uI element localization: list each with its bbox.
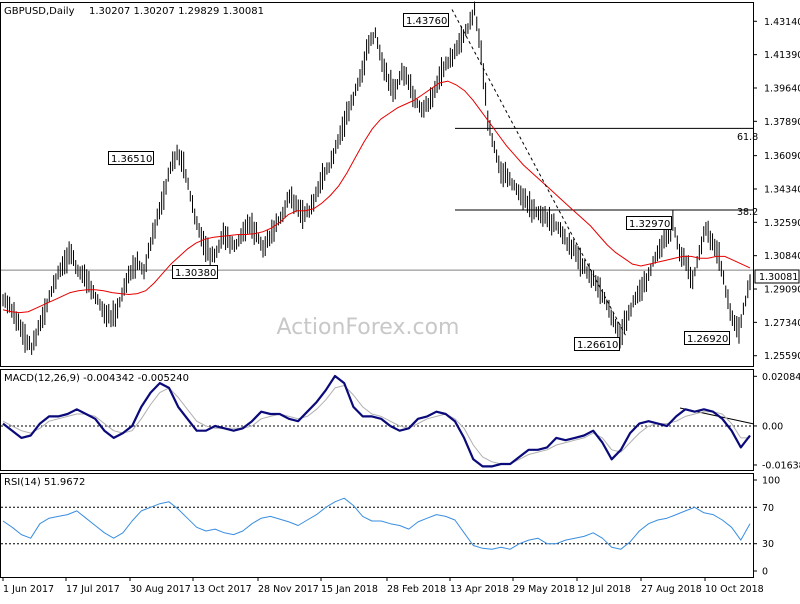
trend-lines bbox=[451, 9, 755, 425]
x-tick-label: 10 Oct 2018 bbox=[705, 584, 764, 595]
x-tick-label: 30 Aug 2017 bbox=[130, 584, 191, 595]
rsi-title: RSI(14) 51.9672 bbox=[4, 477, 85, 488]
annotation-high-1: 1.43760 bbox=[403, 13, 449, 27]
x-tick-label: 13 Oct 2017 bbox=[193, 584, 252, 595]
price-tick-label: 1.27340 bbox=[764, 318, 800, 329]
macd-panel-frame bbox=[0, 369, 754, 471]
price-tick-label: 1.43140 bbox=[764, 17, 800, 28]
fib-382-label: 38.2 bbox=[737, 207, 758, 218]
ma-line bbox=[2, 80, 751, 314]
trend-line-down bbox=[451, 9, 627, 337]
price-tick-label: 1.39640 bbox=[764, 83, 800, 94]
price-tick-label: 1.37890 bbox=[764, 117, 800, 128]
price-tick-label: 1.30840 bbox=[764, 251, 800, 262]
current-price-tag: 1.30081 bbox=[754, 269, 800, 284]
x-tick-label: 28 Feb 2018 bbox=[387, 584, 446, 595]
price-tick-label: 1.41390 bbox=[764, 50, 800, 61]
svg-text:1.36510: 1.36510 bbox=[111, 154, 152, 165]
x-tick-label: 1 Jun 2017 bbox=[3, 584, 54, 595]
rsi-tick-label: 0 bbox=[762, 567, 768, 578]
macd-tick-label: -0.016389 bbox=[762, 460, 800, 471]
price-tick-label: 1.29090 bbox=[764, 285, 800, 296]
price-y-ticks: 1.43140 1.41390 1.39640 1.37890 1.36090 1.343… bbox=[753, 17, 800, 362]
svg-text:1.32970: 1.32970 bbox=[629, 219, 670, 230]
macd-tick-label: 0.00 bbox=[762, 421, 783, 432]
annotation-low-3: 1.26920 bbox=[684, 331, 730, 345]
rsi-line bbox=[2, 497, 751, 550]
x-tick-label: 12 Jul 2018 bbox=[577, 584, 631, 595]
rsi-tick-label: 100 bbox=[762, 476, 780, 487]
svg-text:1.26610: 1.26610 bbox=[577, 340, 618, 351]
rsi-tick-label: 70 bbox=[762, 503, 774, 514]
svg-text:1.30081: 1.30081 bbox=[759, 272, 798, 283]
x-tick-label: 27 Aug 2018 bbox=[641, 584, 702, 595]
price-tick-label: 1.32590 bbox=[764, 218, 800, 229]
x-tick-label: 29 May 2018 bbox=[513, 584, 575, 595]
svg-text:1.30380: 1.30380 bbox=[175, 268, 216, 279]
macd-main-line bbox=[2, 374, 751, 468]
price-tick-label: 1.36090 bbox=[764, 151, 800, 162]
x-tick-label: 13 Apr 2018 bbox=[450, 584, 509, 595]
macd-series bbox=[1, 374, 753, 468]
macd-y-ticks: 0.020848 0.00 -0.016389 bbox=[753, 372, 800, 471]
price-panel-frame bbox=[0, 2, 754, 367]
rsi-panel-frame bbox=[0, 473, 754, 578]
price-tick-label: 1.34340 bbox=[764, 184, 800, 195]
annotation-low-2: 1.26610 bbox=[574, 337, 620, 351]
rsi-tick-label: 30 bbox=[762, 539, 774, 550]
price-header-ohlc: 1.30207 1.30207 1.29829 1.30081 bbox=[89, 6, 264, 17]
macd-signal-line bbox=[2, 385, 750, 465]
horizontal-levels bbox=[1, 127, 753, 271]
price-bars bbox=[2, 1, 751, 355]
x-tick-label: 28 Nov 2017 bbox=[258, 584, 319, 595]
price-header-symbol: GBPUSD,Daily bbox=[4, 6, 75, 17]
rsi-series bbox=[1, 497, 753, 550]
x-tick-label: 17 Jul 2017 bbox=[66, 584, 120, 595]
rsi-y-ticks: 100 70 30 0 bbox=[753, 476, 780, 578]
annotation-high-2: 1.36510 bbox=[108, 151, 154, 165]
x-tick-label: 15 Jan 2018 bbox=[321, 584, 378, 595]
watermark: ActionForex.com bbox=[277, 315, 460, 340]
svg-text:1.43760: 1.43760 bbox=[406, 16, 447, 27]
x-axis-ticks: 1 Jun 2017 17 Jul 2017 30 Aug 2017 13 Oct 2… bbox=[2, 577, 764, 595]
macd-title: MACD(12,26,9) -0.004342 -0.005240 bbox=[4, 373, 189, 384]
moving-average bbox=[2, 80, 751, 314]
price-tick-label: 1.25590 bbox=[764, 351, 800, 362]
annotation-low-1: 1.30380 bbox=[172, 265, 218, 279]
annotation-high-3: 1.32970 bbox=[626, 216, 672, 230]
macd-tick-label: 0.020848 bbox=[762, 372, 800, 383]
fib-618-label: 61.8 bbox=[737, 132, 758, 143]
svg-text:1.26920: 1.26920 bbox=[687, 334, 728, 345]
